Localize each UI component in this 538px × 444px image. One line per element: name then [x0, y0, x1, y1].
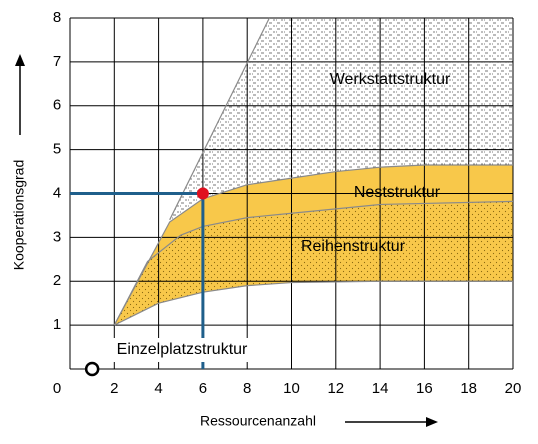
y-tick-label: 2 — [53, 272, 61, 289]
y-tick-label: 5 — [53, 141, 61, 158]
x-tick-label: 4 — [154, 380, 162, 397]
y-axis-arrowhead — [15, 54, 25, 66]
y-tick-label: 4 — [53, 184, 61, 201]
region-label: Reihenstruktur — [301, 238, 406, 255]
x-tick-label: 0 — [53, 380, 61, 397]
x-axis-title: Ressourcenanzahl — [200, 413, 316, 429]
x-tick-label: 2 — [110, 380, 118, 397]
boundary-edge — [169, 17, 270, 221]
region-nest — [114, 164, 514, 326]
x-axis-arrowhead — [426, 417, 438, 427]
x-tick-label: 8 — [243, 380, 251, 397]
x-tick-label: 18 — [460, 380, 477, 397]
highlight-point — [196, 187, 209, 200]
x-tick-label: 20 — [505, 380, 522, 397]
y-tick-label: 1 — [53, 316, 61, 333]
region-reihe — [114, 201, 514, 326]
y-tick-label: 7 — [53, 53, 61, 70]
boundary-upper — [113, 164, 513, 326]
region-label: Neststruktur — [354, 184, 441, 201]
x-tick-label: 16 — [416, 380, 433, 397]
boundary-lower — [114, 280, 513, 326]
boundary-middle — [113, 200, 514, 326]
region-label: Einzelplatzstruktur — [117, 341, 248, 358]
x-tick-label: 10 — [283, 380, 300, 397]
region-werkstatt — [169, 18, 514, 223]
x-tick-label: 6 — [199, 380, 207, 397]
origin-point — [84, 361, 100, 377]
y-tick-label: 6 — [53, 97, 61, 114]
x-tick-label: 12 — [327, 380, 344, 397]
label-background — [100, 338, 264, 362]
x-tick-label: 14 — [372, 380, 389, 397]
y-axis-title: Kooperationsgrad — [11, 160, 27, 271]
region-label: Werkstattstruktur — [330, 71, 451, 88]
y-tick-label: 8 — [53, 9, 61, 26]
y-tick-label: 3 — [53, 228, 61, 245]
